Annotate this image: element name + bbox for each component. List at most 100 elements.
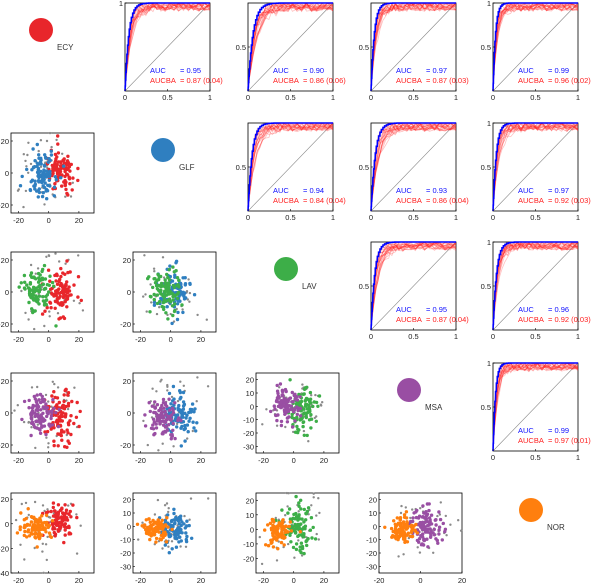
point-nor bbox=[263, 528, 267, 532]
point-msa bbox=[153, 406, 158, 410]
auc-value: = 0.96 bbox=[548, 305, 569, 314]
aucba-label: AUCBA bbox=[518, 76, 544, 85]
background-point bbox=[169, 312, 172, 316]
point-msa bbox=[49, 416, 53, 421]
point-msa bbox=[163, 409, 167, 413]
point-nor bbox=[278, 534, 282, 538]
point-ecy bbox=[51, 505, 55, 510]
point-msa bbox=[47, 423, 51, 427]
point-glf bbox=[192, 410, 196, 414]
point-msa bbox=[293, 392, 297, 396]
point-lav bbox=[295, 424, 299, 429]
y-tick-label: -10 bbox=[366, 536, 377, 545]
point-nor bbox=[37, 524, 41, 528]
bootstrap-roc-curve bbox=[370, 122, 457, 211]
point-ecy bbox=[65, 291, 70, 295]
point-ecy bbox=[59, 266, 63, 271]
y-tick-label: 0 bbox=[127, 409, 131, 418]
point-lav bbox=[297, 514, 301, 518]
point-ecy bbox=[64, 180, 68, 184]
point-lav bbox=[287, 507, 292, 511]
y-tick-label: -20 bbox=[0, 201, 9, 210]
auc-value: = 0.95 bbox=[180, 66, 201, 75]
background-point bbox=[188, 518, 191, 521]
point-lav bbox=[41, 295, 45, 299]
point-msa bbox=[428, 519, 432, 524]
point-msa bbox=[41, 411, 45, 415]
point-glf bbox=[20, 174, 24, 179]
y-tick-label: -10 bbox=[243, 416, 254, 425]
y-tick-label: -20 bbox=[120, 320, 131, 329]
point-nor bbox=[159, 538, 163, 542]
point-msa bbox=[429, 513, 434, 517]
y-tick-label: 0 bbox=[127, 288, 131, 297]
roc-panel-glf-lav: 0 0.5 1 0.5 AUC = 0.94 AUCBA = 0.84 (0.04) bbox=[236, 122, 346, 222]
point-nor bbox=[281, 534, 285, 539]
roc-curve bbox=[370, 122, 456, 212]
point-ecy bbox=[59, 274, 63, 279]
x-tick-label: 20 bbox=[320, 576, 328, 584]
point-msa bbox=[57, 407, 61, 412]
point-lav bbox=[42, 287, 46, 291]
point-lav bbox=[34, 286, 38, 290]
background-point bbox=[315, 415, 318, 418]
y-tick-label: 0.5 bbox=[481, 43, 491, 52]
point-lav bbox=[167, 268, 171, 272]
x-tick-label: 0 bbox=[491, 93, 495, 102]
point-lav bbox=[293, 531, 298, 535]
y-tick-label: 1 bbox=[487, 238, 491, 247]
point-nor bbox=[148, 520, 152, 524]
background-point bbox=[43, 509, 46, 513]
background-point bbox=[297, 539, 300, 542]
scatter-panel-lav-glf: -20 0 20 20 0 -20 bbox=[120, 251, 217, 344]
point-lav bbox=[163, 278, 167, 282]
point-glf bbox=[30, 168, 34, 172]
point-msa bbox=[34, 412, 38, 416]
point-glf bbox=[35, 142, 39, 147]
y-tick-label: 0 bbox=[127, 522, 131, 531]
background-point bbox=[301, 383, 304, 386]
chance-diagonal bbox=[492, 122, 579, 212]
point-ecy bbox=[53, 160, 57, 165]
point-msa bbox=[298, 395, 302, 399]
point-lav bbox=[30, 292, 34, 297]
background-point bbox=[445, 534, 448, 537]
background-point bbox=[181, 308, 184, 311]
background-point bbox=[416, 546, 419, 549]
background-point bbox=[58, 260, 61, 263]
auc-value: = 0.94 bbox=[303, 186, 324, 195]
x-tick-label: -20 bbox=[13, 456, 24, 465]
point-nor bbox=[413, 529, 418, 533]
background-point bbox=[13, 409, 16, 412]
background-point bbox=[310, 504, 313, 507]
point-ecy bbox=[50, 394, 54, 398]
point-ecy bbox=[60, 184, 64, 188]
background-point bbox=[39, 139, 43, 142]
point-msa bbox=[282, 410, 287, 414]
bootstrap-roc-curve bbox=[124, 2, 211, 91]
point-nor bbox=[161, 531, 166, 535]
point-ecy bbox=[62, 399, 66, 404]
point-msa bbox=[279, 423, 284, 428]
background-point bbox=[292, 430, 295, 434]
point-glf bbox=[193, 407, 197, 411]
point-ecy bbox=[63, 272, 67, 276]
point-nor bbox=[44, 530, 48, 534]
bootstrap-roc-curve bbox=[370, 123, 457, 210]
point-ecy bbox=[55, 155, 59, 159]
background-point bbox=[182, 384, 185, 387]
bootstrap-roc-curve bbox=[492, 362, 579, 451]
x-tick-label: -20 bbox=[135, 456, 146, 465]
point-nor bbox=[34, 536, 38, 540]
chance-diagonal bbox=[492, 362, 579, 452]
point-lav bbox=[288, 533, 292, 537]
point-msa bbox=[282, 399, 286, 403]
point-msa bbox=[290, 425, 295, 429]
point-msa bbox=[289, 407, 293, 412]
point-msa bbox=[420, 535, 425, 539]
point-nor bbox=[298, 530, 302, 534]
point-ecy bbox=[60, 519, 65, 523]
point-ecy bbox=[57, 400, 61, 405]
point-nor bbox=[271, 534, 275, 538]
point-msa bbox=[291, 400, 295, 404]
